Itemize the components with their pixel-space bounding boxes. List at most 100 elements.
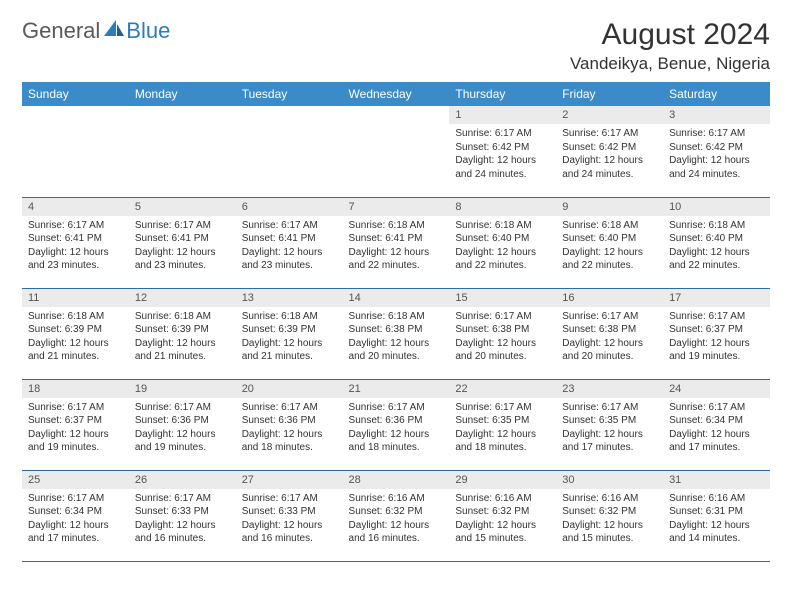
day-detail: Sunrise: 6:17 AMSunset: 6:38 PMDaylight:… xyxy=(449,307,556,369)
calendar-cell: 24Sunrise: 6:17 AMSunset: 6:34 PMDayligh… xyxy=(663,379,770,470)
calendar-cell: 22Sunrise: 6:17 AMSunset: 6:35 PMDayligh… xyxy=(449,379,556,470)
day-detail: Sunrise: 6:18 AMSunset: 6:39 PMDaylight:… xyxy=(236,307,343,369)
day-detail: Sunrise: 6:17 AMSunset: 6:36 PMDaylight:… xyxy=(236,398,343,460)
header: General Blue August 2024 Vandeikya, Benu… xyxy=(22,18,770,74)
logo-text-general: General xyxy=(22,18,100,44)
day-detail: Sunrise: 6:16 AMSunset: 6:32 PMDaylight:… xyxy=(449,489,556,551)
calendar-cell: 9Sunrise: 6:18 AMSunset: 6:40 PMDaylight… xyxy=(556,197,663,288)
day-detail: Sunrise: 6:18 AMSunset: 6:41 PMDaylight:… xyxy=(343,216,450,278)
calendar-cell: 25Sunrise: 6:17 AMSunset: 6:34 PMDayligh… xyxy=(22,470,129,561)
day-number: 11 xyxy=(22,289,129,307)
day-detail: Sunrise: 6:17 AMSunset: 6:34 PMDaylight:… xyxy=(663,398,770,460)
calendar-cell: 21Sunrise: 6:17 AMSunset: 6:36 PMDayligh… xyxy=(343,379,450,470)
calendar-cell: 23Sunrise: 6:17 AMSunset: 6:35 PMDayligh… xyxy=(556,379,663,470)
day-number: 25 xyxy=(22,471,129,489)
calendar-cell: 10Sunrise: 6:18 AMSunset: 6:40 PMDayligh… xyxy=(663,197,770,288)
day-number: 21 xyxy=(343,380,450,398)
day-detail: Sunrise: 6:17 AMSunset: 6:35 PMDaylight:… xyxy=(449,398,556,460)
day-detail: Sunrise: 6:17 AMSunset: 6:35 PMDaylight:… xyxy=(556,398,663,460)
day-detail: Sunrise: 6:17 AMSunset: 6:37 PMDaylight:… xyxy=(22,398,129,460)
day-detail: Sunrise: 6:17 AMSunset: 6:37 PMDaylight:… xyxy=(663,307,770,369)
day-number: 1 xyxy=(449,106,556,124)
day-detail: Sunrise: 6:17 AMSunset: 6:42 PMDaylight:… xyxy=(663,124,770,186)
day-detail: Sunrise: 6:18 AMSunset: 6:40 PMDaylight:… xyxy=(556,216,663,278)
day-detail: Sunrise: 6:17 AMSunset: 6:38 PMDaylight:… xyxy=(556,307,663,369)
calendar-cell: 15Sunrise: 6:17 AMSunset: 6:38 PMDayligh… xyxy=(449,288,556,379)
day-number: 27 xyxy=(236,471,343,489)
day-number: 15 xyxy=(449,289,556,307)
calendar-cell: 5Sunrise: 6:17 AMSunset: 6:41 PMDaylight… xyxy=(129,197,236,288)
day-number: 5 xyxy=(129,198,236,216)
day-detail: Sunrise: 6:18 AMSunset: 6:39 PMDaylight:… xyxy=(129,307,236,369)
calendar-cell: 20Sunrise: 6:17 AMSunset: 6:36 PMDayligh… xyxy=(236,379,343,470)
calendar-cell: 30Sunrise: 6:16 AMSunset: 6:32 PMDayligh… xyxy=(556,470,663,561)
calendar-cell: 31Sunrise: 6:16 AMSunset: 6:31 PMDayligh… xyxy=(663,470,770,561)
col-friday: Friday xyxy=(556,82,663,106)
calendar-cell: 2Sunrise: 6:17 AMSunset: 6:42 PMDaylight… xyxy=(556,106,663,197)
calendar-cell: 16Sunrise: 6:17 AMSunset: 6:38 PMDayligh… xyxy=(556,288,663,379)
day-detail: Sunrise: 6:17 AMSunset: 6:33 PMDaylight:… xyxy=(236,489,343,551)
col-monday: Monday xyxy=(129,82,236,106)
calendar-cell xyxy=(129,106,236,197)
calendar-cell: 19Sunrise: 6:17 AMSunset: 6:36 PMDayligh… xyxy=(129,379,236,470)
calendar-cell: 28Sunrise: 6:16 AMSunset: 6:32 PMDayligh… xyxy=(343,470,450,561)
day-number: 24 xyxy=(663,380,770,398)
day-number: 22 xyxy=(449,380,556,398)
day-detail: Sunrise: 6:16 AMSunset: 6:32 PMDaylight:… xyxy=(556,489,663,551)
day-number: 16 xyxy=(556,289,663,307)
day-header-row: Sunday Monday Tuesday Wednesday Thursday… xyxy=(22,82,770,106)
day-number: 10 xyxy=(663,198,770,216)
day-detail: Sunrise: 6:17 AMSunset: 6:33 PMDaylight:… xyxy=(129,489,236,551)
calendar-cell: 7Sunrise: 6:18 AMSunset: 6:41 PMDaylight… xyxy=(343,197,450,288)
day-number: 3 xyxy=(663,106,770,124)
day-number: 12 xyxy=(129,289,236,307)
location: Vandeikya, Benue, Nigeria xyxy=(570,54,770,74)
calendar-cell: 3Sunrise: 6:17 AMSunset: 6:42 PMDaylight… xyxy=(663,106,770,197)
day-detail: Sunrise: 6:16 AMSunset: 6:32 PMDaylight:… xyxy=(343,489,450,551)
day-number: 23 xyxy=(556,380,663,398)
calendar-cell: 26Sunrise: 6:17 AMSunset: 6:33 PMDayligh… xyxy=(129,470,236,561)
col-sunday: Sunday xyxy=(22,82,129,106)
calendar-cell: 12Sunrise: 6:18 AMSunset: 6:39 PMDayligh… xyxy=(129,288,236,379)
calendar-cell: 18Sunrise: 6:17 AMSunset: 6:37 PMDayligh… xyxy=(22,379,129,470)
logo: General Blue xyxy=(22,18,170,44)
day-number: 30 xyxy=(556,471,663,489)
day-number: 4 xyxy=(22,198,129,216)
day-number: 31 xyxy=(663,471,770,489)
day-number: 18 xyxy=(22,380,129,398)
day-number: 14 xyxy=(343,289,450,307)
calendar-week-row: 25Sunrise: 6:17 AMSunset: 6:34 PMDayligh… xyxy=(22,470,770,561)
calendar-cell: 4Sunrise: 6:17 AMSunset: 6:41 PMDaylight… xyxy=(22,197,129,288)
calendar-cell: 29Sunrise: 6:16 AMSunset: 6:32 PMDayligh… xyxy=(449,470,556,561)
calendar-body: 1Sunrise: 6:17 AMSunset: 6:42 PMDaylight… xyxy=(22,106,770,561)
calendar-cell xyxy=(236,106,343,197)
calendar-cell: 1Sunrise: 6:17 AMSunset: 6:42 PMDaylight… xyxy=(449,106,556,197)
day-detail: Sunrise: 6:16 AMSunset: 6:31 PMDaylight:… xyxy=(663,489,770,551)
calendar-table: Sunday Monday Tuesday Wednesday Thursday… xyxy=(22,82,770,562)
day-detail: Sunrise: 6:17 AMSunset: 6:36 PMDaylight:… xyxy=(129,398,236,460)
col-saturday: Saturday xyxy=(663,82,770,106)
calendar-week-row: 4Sunrise: 6:17 AMSunset: 6:41 PMDaylight… xyxy=(22,197,770,288)
sail-icon xyxy=(104,20,124,43)
day-number: 8 xyxy=(449,198,556,216)
day-number: 26 xyxy=(129,471,236,489)
calendar-cell: 14Sunrise: 6:18 AMSunset: 6:38 PMDayligh… xyxy=(343,288,450,379)
day-detail: Sunrise: 6:18 AMSunset: 6:40 PMDaylight:… xyxy=(449,216,556,278)
day-detail: Sunrise: 6:18 AMSunset: 6:38 PMDaylight:… xyxy=(343,307,450,369)
calendar-cell xyxy=(22,106,129,197)
logo-text-blue: Blue xyxy=(126,18,170,44)
day-detail: Sunrise: 6:17 AMSunset: 6:42 PMDaylight:… xyxy=(556,124,663,186)
calendar-cell xyxy=(343,106,450,197)
day-detail: Sunrise: 6:18 AMSunset: 6:40 PMDaylight:… xyxy=(663,216,770,278)
day-detail: Sunrise: 6:17 AMSunset: 6:41 PMDaylight:… xyxy=(236,216,343,278)
calendar-cell: 17Sunrise: 6:17 AMSunset: 6:37 PMDayligh… xyxy=(663,288,770,379)
day-detail: Sunrise: 6:17 AMSunset: 6:36 PMDaylight:… xyxy=(343,398,450,460)
day-detail: Sunrise: 6:17 AMSunset: 6:41 PMDaylight:… xyxy=(22,216,129,278)
day-detail: Sunrise: 6:17 AMSunset: 6:41 PMDaylight:… xyxy=(129,216,236,278)
day-detail: Sunrise: 6:17 AMSunset: 6:34 PMDaylight:… xyxy=(22,489,129,551)
col-tuesday: Tuesday xyxy=(236,82,343,106)
day-number: 17 xyxy=(663,289,770,307)
calendar-page: General Blue August 2024 Vandeikya, Benu… xyxy=(0,0,792,580)
calendar-week-row: 18Sunrise: 6:17 AMSunset: 6:37 PMDayligh… xyxy=(22,379,770,470)
day-detail: Sunrise: 6:17 AMSunset: 6:42 PMDaylight:… xyxy=(449,124,556,186)
